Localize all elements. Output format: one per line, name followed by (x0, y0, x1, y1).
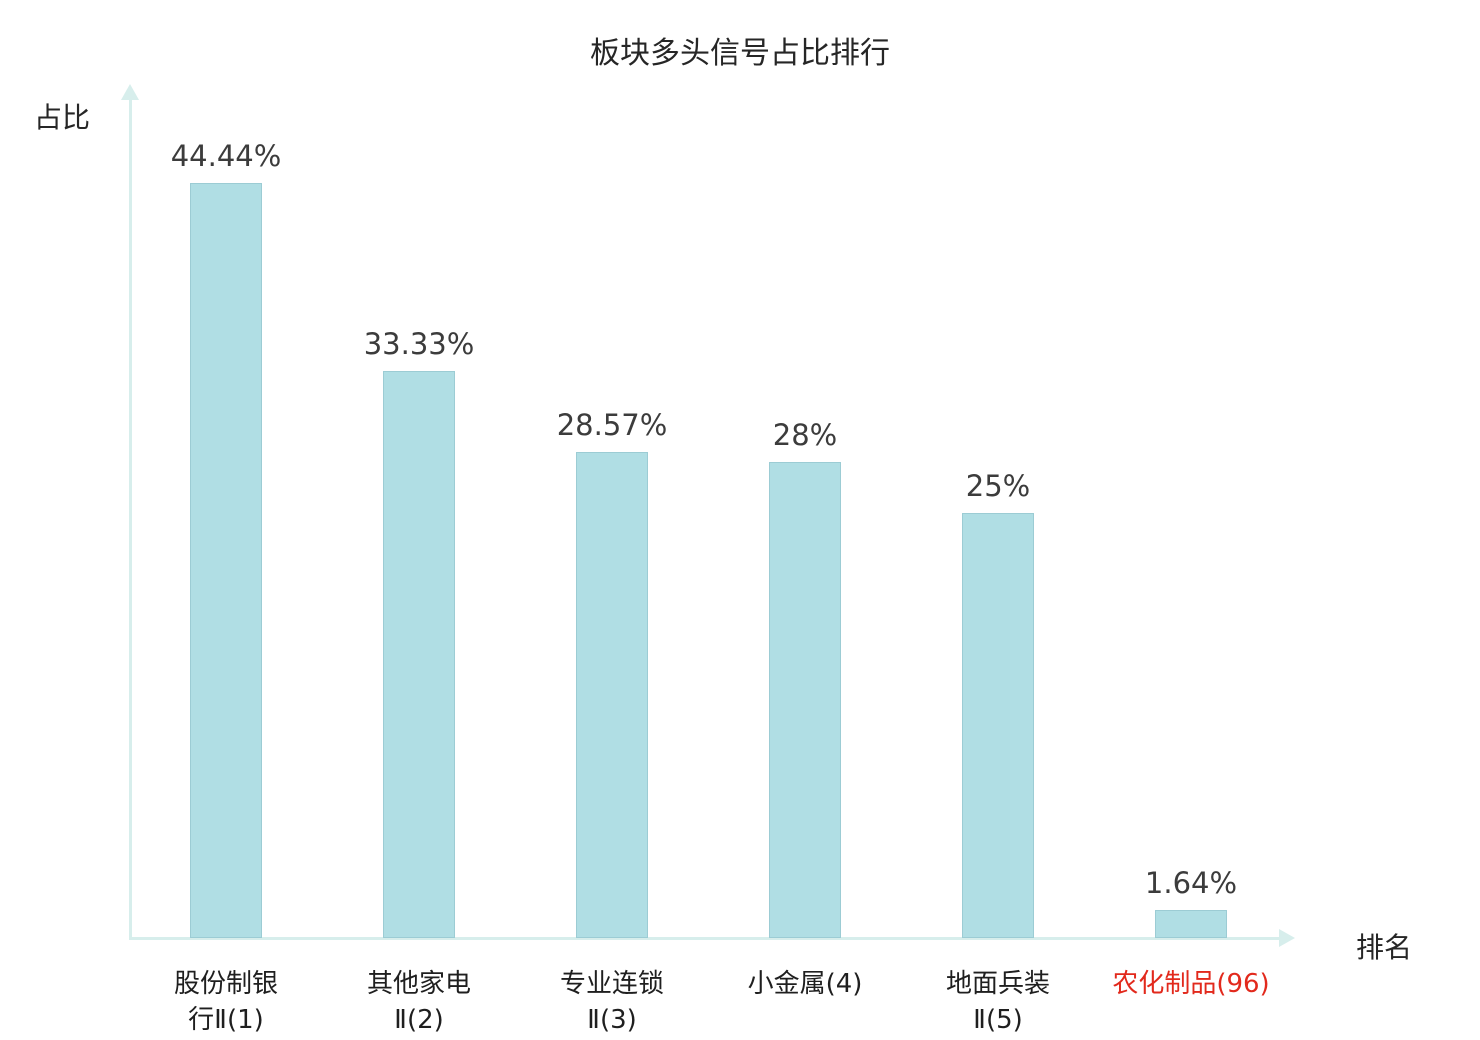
bar-value-label: 28% (772, 418, 838, 452)
x-tick-label: 其他家电 Ⅱ(2) (366, 969, 471, 1035)
x-tick-label: 专业连锁 Ⅱ(3) (559, 969, 664, 1035)
bar (769, 462, 841, 938)
bar (576, 452, 648, 938)
bar (962, 513, 1034, 938)
bar-value-label: 44.44% (170, 139, 282, 173)
x-axis-label: 排名 (1356, 931, 1413, 964)
bar (383, 371, 455, 938)
y-axis-arrow-icon (121, 84, 139, 100)
x-tick-label: 地面兵装 Ⅱ(5) (945, 969, 1050, 1035)
x-tick-label: 农化制品(96) (1112, 969, 1270, 999)
bar-value-label: 28.57% (556, 408, 668, 442)
x-tick-label: 小金属(4) (747, 969, 863, 999)
y-axis-label: 占比 (34, 101, 91, 134)
bar (190, 183, 262, 938)
bar-value-label: 33.33% (363, 327, 475, 361)
x-axis-arrow-icon (1279, 929, 1295, 947)
x-axis-line (129, 937, 1281, 940)
bar (1155, 910, 1227, 938)
x-tick-label: 股份制银 行Ⅱ(1) (173, 969, 278, 1035)
y-axis-line (129, 98, 132, 940)
chart-title: 板块多头信号占比排行 (590, 36, 890, 71)
bar-value-label: 25% (965, 469, 1031, 503)
bar-value-label: 1.64% (1144, 866, 1238, 900)
